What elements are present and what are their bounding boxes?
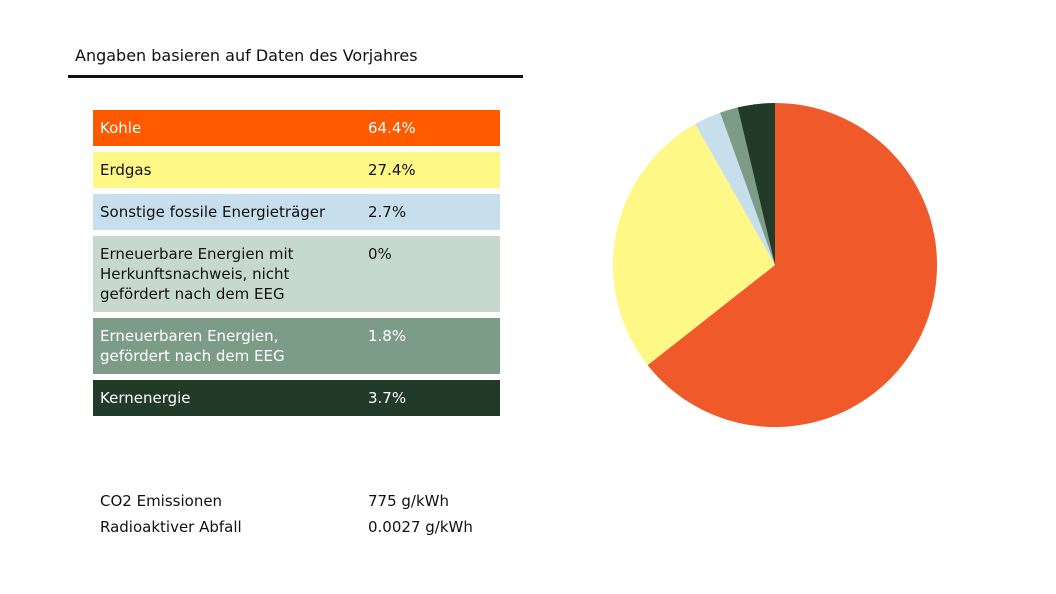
legend-value: 27.4% [368,161,416,179]
pie-slice [613,124,775,366]
page-title: Angaben basieren auf Daten des Vorjahres [75,46,418,65]
co2-label: CO2 Emissionen [100,492,223,510]
legend-row: Erneuerbaren Energien, gefördert nach de… [93,318,500,374]
legend-row: Sonstige fossile Energieträger 2.7% [93,194,500,230]
legend-label: Kohle [100,119,142,137]
pie-slice [695,112,775,265]
legend-value: 2.7% [368,203,407,221]
energy-mix-legend: Kohle 64.4% Erdgas 27.4% Sonstige fossile En… [93,110,500,422]
legend-label: Erneuerbare Energien mit Herkunftsnachwe… [100,245,294,303]
legend-row: Kohle 64.4% [93,110,500,146]
legend-row: Kernenergie 3.7% [93,380,500,416]
pie-slice [647,103,937,427]
legend-value: 0% [368,245,392,263]
legend-value: 1.8% [368,327,407,345]
legend-label: Erneuerbaren Energien, gefördert nach de… [100,327,285,365]
legend-row: Erdgas 27.4% [93,152,500,188]
co2-value: 775 g/kWh [368,492,449,510]
pie-slice [720,107,775,266]
legend-value: 64.4% [368,119,416,137]
legend-row: Erneuerbare Energien mit Herkunftsnachwe… [93,236,500,312]
legend-label: Sonstige fossile Energieträger [100,203,326,221]
legend-label: Erdgas [100,161,152,179]
legend-label: Kernenergie [100,389,191,407]
legend-value: 3.7% [368,389,407,407]
title-underline [68,75,523,78]
waste-value: 0.0027 g/kWh [368,518,473,536]
waste-label: Radioaktiver Abfall [100,518,242,536]
pie-slice [737,103,775,265]
energy-pie-chart [613,103,937,427]
